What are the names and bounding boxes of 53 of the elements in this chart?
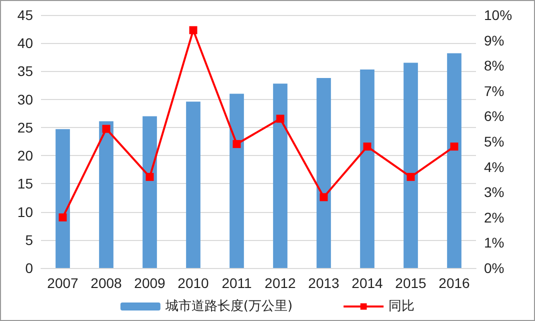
x-tick-label: 2014 [352,275,384,291]
point [320,193,328,202]
bar [186,102,200,268]
y-tick-label: 40 [17,35,34,52]
bar [56,129,70,268]
point [146,172,154,181]
x-tick-label: 2007 [47,275,79,291]
y2-tick-label: 9% [484,32,504,48]
x-tick-label: 2016 [438,275,470,291]
y2-tick-label: 5% [484,134,504,150]
y-tick-label: 0 [25,260,34,276]
point [58,213,67,222]
x-tick-label: 2008 [90,275,122,291]
bar [404,62,418,268]
point [102,124,110,133]
bar [316,78,331,268]
point [450,142,458,151]
bar [447,53,462,268]
y-tick-label: 35 [17,63,34,80]
y-tick-label: 15 [17,176,34,192]
point [406,172,415,181]
y-tick-label: 20 [17,148,34,164]
y-tick-label: 45 [17,7,34,23]
x-tick-label: 2009 [134,275,166,291]
legend-label: 同比 [388,299,415,314]
x-tick-label: 2010 [178,275,210,291]
y-tick-label: 25 [17,119,34,136]
point [232,140,241,148]
bar [142,116,157,268]
bar [360,70,374,268]
y-tick-label: 30 [17,91,34,108]
y2-tick-label: 2% [484,209,504,226]
y-tick-label: 10 [17,204,34,220]
x-tick-label: 2015 [395,275,427,291]
y2-tick-label: 0% [484,260,504,276]
point [189,26,198,34]
bar [230,94,244,268]
y2-tick-label: 8% [484,58,504,74]
y2-tick-label: 7% [484,82,504,99]
bar [273,84,288,268]
x-tick-label: 2013 [308,275,340,291]
y2-tick-label: 1% [484,234,504,251]
y2-tick-label: 4% [484,158,504,175]
point [276,114,284,123]
bar [99,121,114,268]
y2-tick-label: 10% [484,7,512,23]
point [363,142,372,151]
legend-label: 城市道路长度(万公里) [164,298,293,314]
y2-tick-label: 6% [484,108,504,124]
y2-tick-label: 3% [484,184,504,200]
x-tick-label: 2012 [264,275,296,291]
x-tick-label: 2011 [222,275,252,291]
y-tick-label: 5 [25,232,34,248]
